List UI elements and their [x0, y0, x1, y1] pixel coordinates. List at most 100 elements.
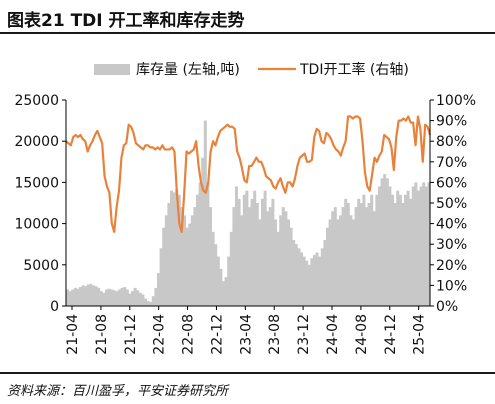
inventory-bar: [118, 289, 121, 306]
right-y-tick-label: 30%: [436, 237, 467, 253]
inventory-bar: [307, 264, 311, 306]
inventory-bar: [167, 203, 171, 306]
inventory-bar: [287, 219, 290, 306]
inventory-bar: [123, 287, 127, 306]
inventory-bar: [419, 186, 423, 306]
inventory-bar: [409, 198, 413, 306]
left-y-tick-label: 20000: [14, 134, 59, 150]
inventory-bar: [289, 227, 293, 306]
inventory-bar: [263, 190, 267, 306]
inventory-bar: [300, 252, 303, 306]
legend-inventory-label: 库存量 (左轴,吨): [136, 62, 240, 78]
x-tick-label: 24-04: [325, 314, 341, 355]
inventory-bar: [141, 294, 145, 306]
inventory-bar: [378, 186, 381, 306]
inventory-bar: [268, 207, 272, 306]
inventory-bar: [183, 215, 186, 306]
inventory-bar: [71, 289, 75, 306]
inventory-bar: [253, 190, 257, 306]
x-tick-label: 22-04: [152, 314, 168, 355]
inventory-bar: [196, 194, 199, 306]
inventory-bar: [310, 258, 314, 306]
inventory-bar: [391, 194, 394, 306]
inventory-bar: [216, 256, 220, 306]
inventory-bar: [120, 287, 124, 306]
inventory-bar: [411, 186, 415, 306]
inventory-bar: [404, 194, 407, 306]
inventory-bar: [76, 288, 80, 306]
inventory-bar: [401, 203, 405, 306]
inventory-bar: [94, 286, 98, 306]
inventory-bar: [172, 192, 176, 306]
inventory-bar: [248, 207, 251, 306]
inventory-bar: [188, 223, 192, 306]
chart-title: 图表21 TDI 开工率和库存走势: [7, 11, 245, 31]
inventory-bar: [131, 291, 134, 306]
inventory-bar: [209, 207, 212, 306]
x-tick-label: 24-08: [354, 314, 370, 355]
inventory-bar: [346, 203, 350, 306]
inventory-bar: [237, 198, 241, 306]
legend-inventory-swatch: [94, 64, 130, 75]
inventory-bar: [229, 231, 233, 306]
inventory-bar: [157, 273, 160, 306]
inventory-bar: [315, 252, 319, 306]
inventory-bar: [318, 256, 322, 306]
inventory-bar: [232, 207, 236, 306]
inventory-bar: [297, 248, 301, 306]
inventory-bar: [339, 215, 342, 306]
inventory-bar: [125, 289, 129, 306]
inventory-bar: [271, 198, 275, 306]
x-tick-label: 23-12: [296, 314, 312, 355]
right-y-tick-label: 100%: [436, 93, 476, 109]
inventory-bar: [224, 277, 228, 306]
inventory-bar: [164, 215, 168, 306]
inventory-bar: [261, 198, 264, 306]
inventory-bar: [362, 194, 366, 306]
inventory-bar: [427, 182, 431, 306]
left-y-tick-label: 0: [50, 299, 59, 315]
inventory-bar: [159, 248, 163, 306]
inventory-bar: [86, 284, 90, 306]
inventory-bar: [388, 186, 392, 306]
inventory-bar: [274, 219, 277, 306]
inventory-bar: [92, 285, 95, 306]
inventory-bar: [133, 287, 137, 306]
inventory-bar: [302, 256, 306, 306]
inventory-bar: [258, 219, 262, 306]
inventory-bar: [359, 203, 363, 306]
right-y-tick-label: 0%: [436, 299, 458, 315]
inventory-bar: [162, 227, 166, 306]
inventory-bar: [344, 198, 348, 306]
inventory-bar: [138, 292, 142, 306]
x-tick-label: 22-08: [181, 314, 197, 355]
right-y-tick-label: 60%: [436, 175, 467, 191]
inventory-bar: [97, 287, 101, 306]
inventory-bar: [393, 203, 397, 306]
inventory-bar: [370, 194, 374, 306]
inventory-bar: [333, 207, 337, 306]
inventory-bar: [180, 207, 184, 306]
inventory-bar: [84, 286, 88, 306]
inventory-bar: [66, 289, 69, 306]
source-note: 资料来源：百川盈孚，平安证券研究所: [7, 384, 229, 399]
inventory-bar: [276, 231, 280, 306]
inventory-bar: [222, 281, 225, 306]
right-y-tick-label: 40%: [436, 217, 467, 233]
inventory-bar: [336, 219, 340, 306]
inventory-bar: [214, 244, 218, 306]
inventory-bar: [112, 290, 116, 306]
inventory-bar: [305, 260, 309, 306]
inventory-bar: [198, 182, 202, 306]
right-y-tick-label: 90%: [436, 114, 467, 130]
inventory-bar: [341, 207, 345, 306]
inventory-bar: [102, 292, 106, 306]
inventory-bar: [110, 289, 114, 306]
source-bar: 资料来源：百川盈孚，平安证券研究所: [0, 372, 495, 404]
inventory-bar: [357, 198, 361, 306]
inventory-bar: [326, 227, 329, 306]
tdi-operating-rate-line: [65, 115, 432, 233]
inventory-bar: [398, 194, 402, 306]
inventory-bar: [294, 244, 298, 306]
inventory-bar: [107, 288, 111, 306]
